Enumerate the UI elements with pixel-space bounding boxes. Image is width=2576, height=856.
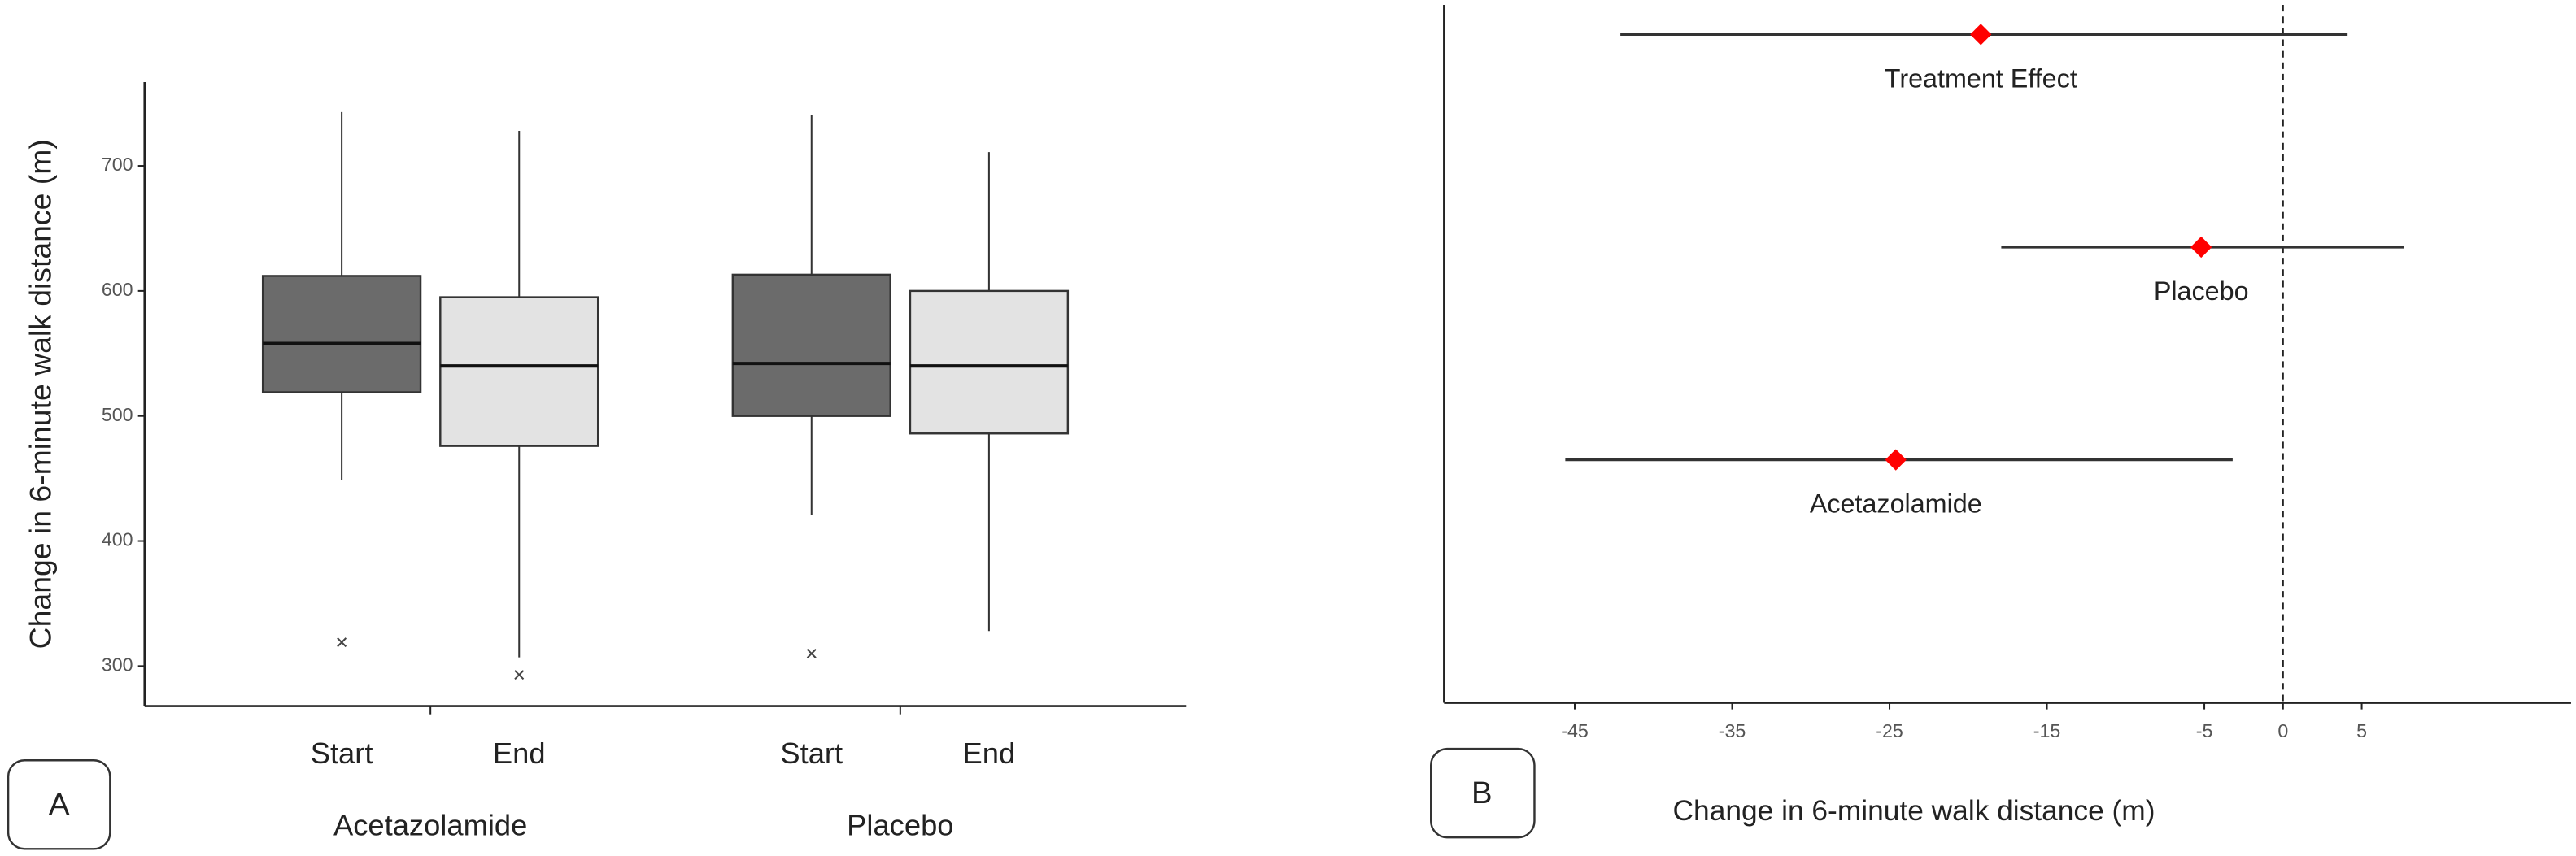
panel-label-box: [7, 759, 111, 850]
y-tick-label: 400: [102, 529, 133, 550]
x-tick-label: -15: [2033, 720, 2061, 741]
box: [909, 289, 1070, 435]
outlier: [806, 649, 817, 658]
row-label: Treatment Effect: [1885, 64, 2077, 93]
point-estimate: [1970, 24, 1992, 46]
box: [439, 296, 599, 447]
outlier: [514, 670, 525, 680]
x-tick-label: -25: [1876, 720, 1903, 741]
x-tick-label: -35: [1719, 720, 1746, 741]
y-tick-label: 600: [102, 279, 133, 300]
x-tick-label: Start: [311, 737, 373, 770]
row-label: Placebo: [2154, 276, 2249, 306]
x-tick-label: End: [963, 737, 1016, 770]
x-tick-label: Start: [780, 737, 843, 770]
y-axis-label: Change in 6-minute walk distance (m): [23, 139, 57, 649]
x-tick-label: -45: [1561, 720, 1589, 741]
group-label: Acetazolamide: [333, 809, 527, 842]
point-estimate: [1885, 449, 1907, 471]
x-tick-label: End: [493, 737, 546, 770]
y-tick-label: 300: [102, 654, 133, 675]
panel-label: B: [1471, 776, 1493, 810]
box: [731, 273, 891, 417]
panel-label: A: [49, 787, 70, 822]
x-tick-label: 5: [2356, 720, 2367, 741]
panel-label-box: [1430, 747, 1536, 839]
x-axis-label: Change in 6-minute walk distance (m): [1673, 795, 2155, 827]
outlier: [337, 637, 347, 648]
x-tick-label: -5: [2196, 720, 2213, 741]
point-estimate: [2190, 236, 2212, 259]
y-tick-label: 500: [102, 404, 133, 425]
y-tick-label: 700: [102, 154, 133, 175]
row-label: Acetazolamide: [1810, 489, 1982, 519]
x-tick-label: 0: [2277, 720, 2288, 741]
box: [261, 275, 422, 393]
group-label: Placebo: [847, 809, 953, 842]
